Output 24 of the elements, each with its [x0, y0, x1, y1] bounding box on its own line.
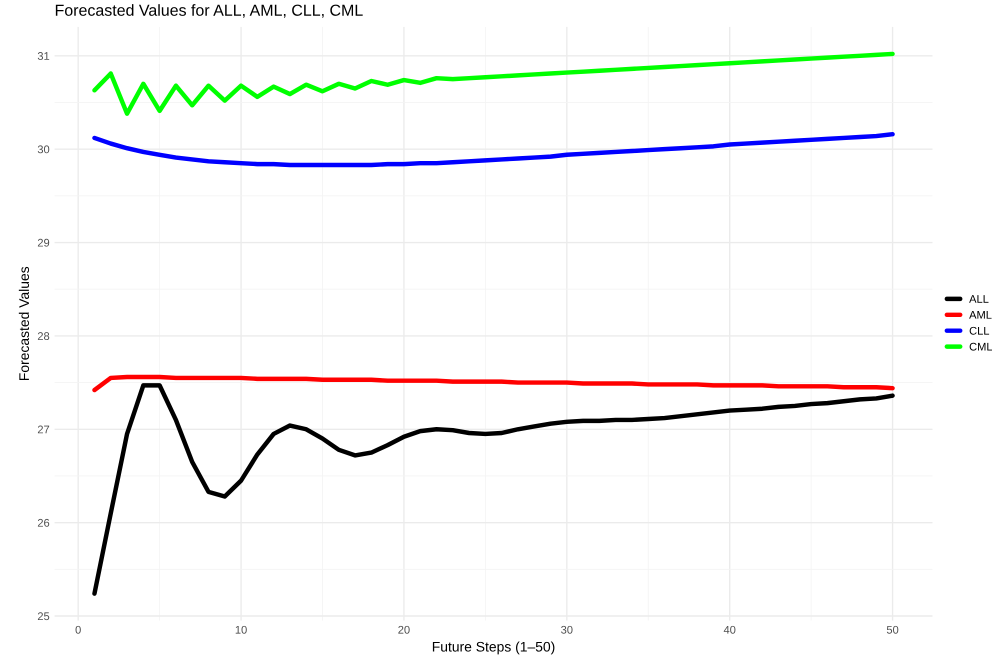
chart-title: Forecasted Values for ALL, AML, CLL, CML — [56, 4, 363, 18]
y-tick-label: 29 — [38, 238, 50, 247]
line-series — [92, 52, 895, 116]
x-tick-label: 40 — [724, 626, 736, 634]
line-series — [92, 374, 895, 392]
legend-label: CLL — [970, 326, 990, 335]
x-axis-title: Future Steps (1–50) — [432, 641, 554, 654]
legend-label: AML — [969, 311, 992, 319]
y-tick-label: 31 — [38, 52, 50, 60]
x-tick-label: 0 — [76, 626, 81, 634]
y-tick-label: 25 — [38, 612, 50, 620]
x-tick-label: 30 — [561, 626, 573, 634]
y-tick-label: 28 — [38, 332, 50, 340]
y-tick-label: 30 — [38, 145, 50, 154]
y-axis-title: Forecasted Values — [18, 266, 30, 380]
y-tick-label: 26 — [38, 518, 50, 527]
legend-label: ALL — [969, 295, 988, 303]
x-tick-label: 10 — [236, 626, 247, 634]
line-series — [92, 132, 895, 168]
legend-label: CML — [970, 342, 992, 351]
x-tick-label: 50 — [886, 626, 898, 634]
y-tick-label: 27 — [38, 426, 50, 434]
line-series — [92, 383, 895, 596]
x-tick-label: 20 — [398, 626, 410, 634]
